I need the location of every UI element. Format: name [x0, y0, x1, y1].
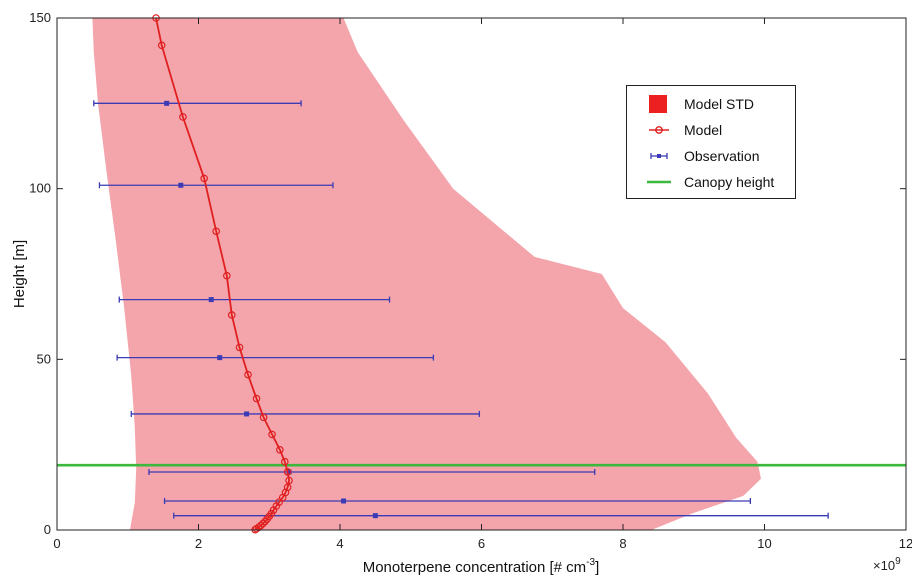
- legend-item-observation: Observation: [627, 146, 795, 166]
- observation-errorbar: [148, 468, 596, 475]
- line-circle-icon: [649, 126, 669, 134]
- x-tick-label: 4: [336, 536, 343, 551]
- legend-label: Observation: [684, 148, 760, 164]
- observation-errorbar: [98, 182, 334, 189]
- legend-label: Canopy height: [684, 174, 775, 190]
- x-tick-label: 0: [53, 536, 60, 551]
- model-point: [252, 394, 261, 403]
- model-point: [281, 457, 289, 466]
- y-tick-label: 0: [44, 522, 51, 537]
- observation-point: [178, 182, 184, 188]
- model-point: [285, 476, 293, 485]
- observation-point: [208, 297, 214, 303]
- model-point: [244, 370, 252, 379]
- errorbar-icon: [650, 153, 668, 159]
- model-point: [259, 413, 268, 422]
- x-multiplier: ×109: [873, 556, 901, 573]
- y-tick-label: 50: [37, 351, 51, 366]
- model-point: [227, 311, 236, 319]
- model-point: [259, 519, 267, 528]
- x-tick-label: 2: [195, 536, 202, 551]
- legend-item-canopy-height: Canopy height: [627, 172, 795, 192]
- x-axis-title: Monoterpene concentration [# cm-3]: [363, 557, 600, 576]
- legend-item-model: Model: [627, 120, 795, 140]
- model-point: [200, 174, 208, 183]
- x-tick-label: 12: [899, 536, 912, 551]
- model-point: [212, 227, 220, 236]
- observation-point: [217, 355, 223, 361]
- model-std-band: [92, 18, 761, 530]
- x-tick-label: 10: [757, 536, 771, 551]
- observation-point: [372, 513, 378, 519]
- y-axis-title: Height [m]: [11, 240, 28, 308]
- legend-label: Model: [684, 122, 723, 138]
- observation-errorbar: [130, 410, 481, 417]
- y-tick-label: 150: [29, 10, 51, 25]
- model-point: [268, 430, 276, 439]
- model-point: [179, 113, 187, 121]
- observation-errorbar: [173, 512, 829, 519]
- model-point: [252, 524, 261, 533]
- observation-point: [244, 411, 250, 417]
- model-point: [223, 271, 231, 280]
- observation-point: [341, 498, 347, 504]
- model-point: [261, 517, 269, 526]
- x-tick-label: 6: [478, 536, 485, 551]
- legend-item-model-std: Model STD: [627, 94, 795, 114]
- observation-errorbar: [116, 354, 435, 361]
- line-icon: [647, 180, 671, 184]
- model-point: [235, 343, 244, 352]
- observation-point: [286, 469, 292, 475]
- x-tick-label: 8: [619, 536, 626, 551]
- model-point: [263, 515, 271, 523]
- y-tick-label: 100: [29, 181, 51, 196]
- observation-errorbar: [118, 296, 391, 303]
- patch-icon: [635, 94, 679, 114]
- observation-errorbar: [93, 100, 302, 107]
- legend: Model STD Model Observation Canopy heigh…: [626, 85, 796, 199]
- model-point: [276, 445, 284, 454]
- legend-label: Model STD: [684, 96, 755, 112]
- observation-errorbar: [163, 497, 751, 504]
- model-point: [283, 468, 292, 476]
- model-point: [157, 41, 166, 50]
- observation-point: [164, 100, 170, 106]
